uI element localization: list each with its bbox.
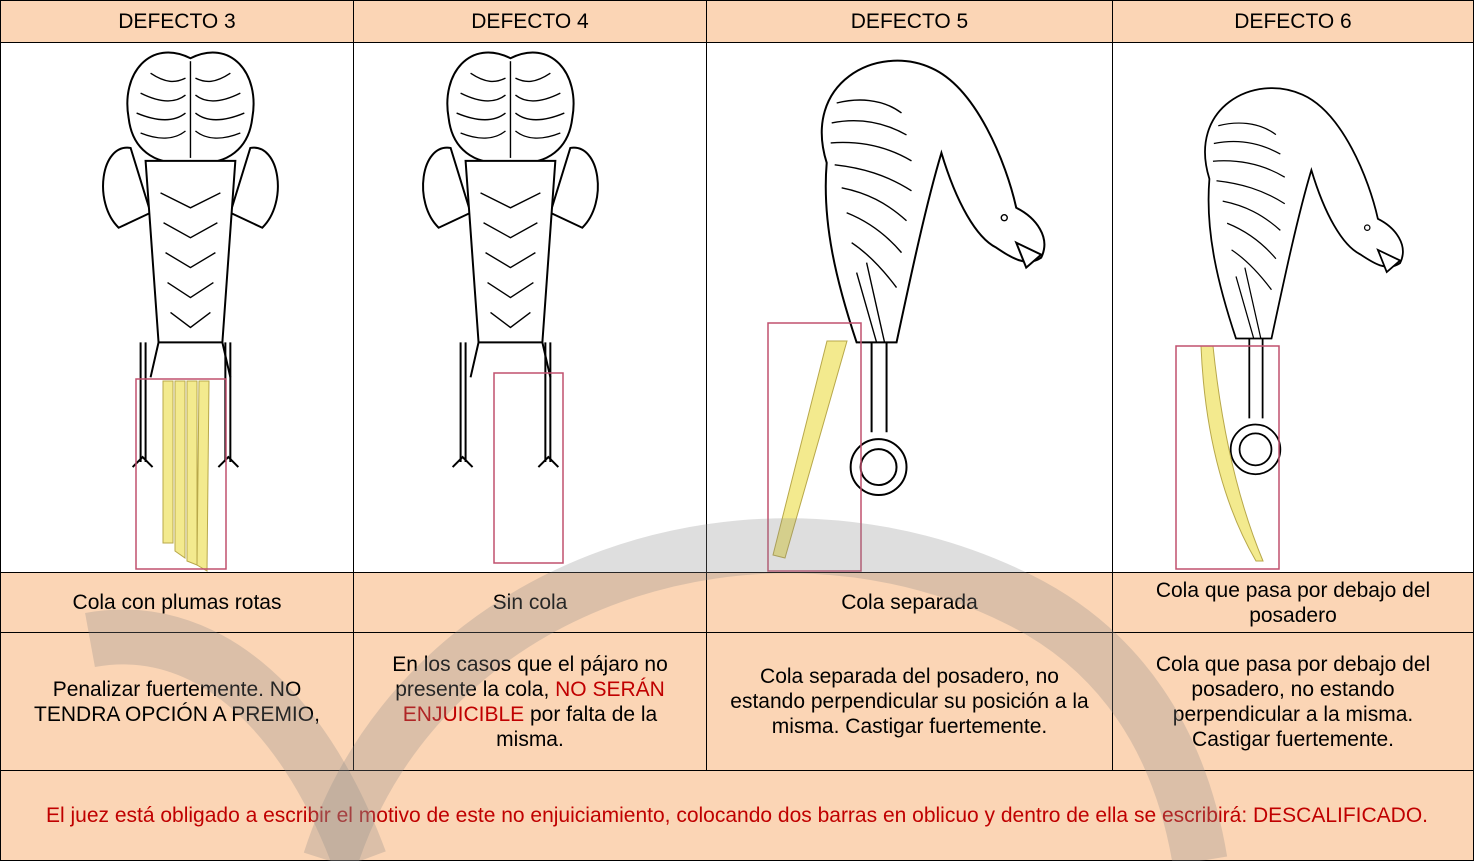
header-cell: DEFECTO 3 <box>0 0 354 43</box>
name-cell: Sin cola <box>353 572 707 633</box>
description-text: Penalizar fuertemente. NO TENDRA OPCIÓN … <box>34 677 320 726</box>
bird-illustration <box>102 51 279 572</box>
bird-illustration <box>767 59 1046 572</box>
name-cell: Cola con plumas rotas <box>0 572 354 633</box>
description-cell: En los casos que el pájaro no presente l… <box>353 632 707 771</box>
description-text: En los casos que el pájaro no presente l… <box>392 652 668 701</box>
image-cell <box>1112 42 1474 573</box>
header-text: DEFECTO 5 <box>850 10 969 33</box>
footer-text: El juez está obligado a escribir el moti… <box>45 804 1429 827</box>
header-cell: DEFECTO 6 <box>1112 0 1474 43</box>
description-cell: Cola que pasa por debajo del posadero, n… <box>1112 632 1474 771</box>
header-cell: DEFECTO 5 <box>706 0 1113 43</box>
description-emphasis: NO SERÁN ENJUICIBLE <box>402 677 665 726</box>
description-text: Cola que pasa por debajo del posadero, n… <box>1155 652 1431 751</box>
header-text: DEFECTO 6 <box>1234 10 1352 33</box>
header-text: DEFECTO 3 <box>118 10 236 33</box>
name-text: Cola con plumas rotas <box>72 591 282 614</box>
bird-illustration <box>1175 87 1404 570</box>
footer-cell: El juez está obligado a escribir el moti… <box>0 770 1474 861</box>
name-cell: Cola que pasa por debajo del posadero <box>1112 572 1474 633</box>
header-cell: DEFECTO 4 <box>353 0 707 43</box>
header-text: DEFECTO 4 <box>471 10 589 33</box>
bird-illustration <box>422 51 599 564</box>
image-cell <box>706 42 1113 573</box>
image-cell <box>353 42 707 573</box>
name-text: Cola separada <box>841 591 978 614</box>
name-text: Sin cola <box>492 591 568 614</box>
image-cell <box>0 42 354 573</box>
description-text: Cola separada del posadero, no estando p… <box>730 665 1089 738</box>
description-text: por falta de la misma. <box>496 702 658 751</box>
name-cell: Cola separada <box>706 572 1113 633</box>
description-cell: Cola separada del posadero, no estando p… <box>706 632 1113 771</box>
name-text: Cola que pasa por debajo del posadero <box>1155 578 1431 627</box>
description-cell: Penalizar fuertemente. NO TENDRA OPCIÓN … <box>0 632 354 771</box>
